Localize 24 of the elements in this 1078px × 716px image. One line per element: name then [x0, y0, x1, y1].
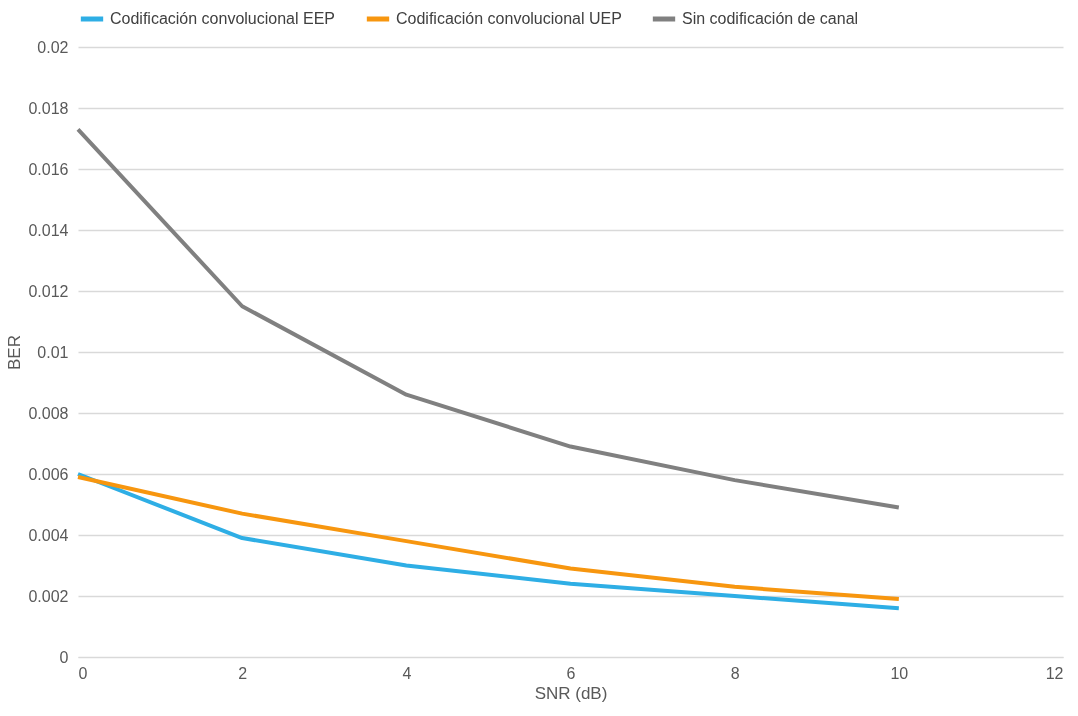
x-tick-label: 12	[1045, 664, 1064, 682]
y-tick-label: 0.014	[28, 221, 69, 239]
y-axis-title: BER	[5, 335, 25, 370]
x-tick-label: 6	[566, 664, 576, 682]
x-tick-label: 10	[890, 664, 909, 682]
legend-label: Codificación convolucional UEP	[396, 10, 622, 27]
x-axis-title: SNR (dB)	[534, 683, 608, 703]
x-tick-label: 0	[78, 664, 88, 682]
x-tick-label: 2	[238, 664, 248, 682]
y-tick-label: 0.02	[37, 38, 69, 56]
y-tick-label: 0.004	[28, 526, 69, 544]
y-tick-label: 0.018	[28, 99, 69, 117]
y-tick-label: 0.006	[28, 465, 69, 483]
y-tick-label: 0.012	[28, 282, 69, 300]
y-tick-label: 0.01	[37, 343, 69, 361]
x-tick-label: 8	[730, 664, 740, 682]
y-tick-label: 0.008	[28, 404, 69, 422]
y-tick-label: 0.002	[28, 587, 69, 605]
x-tick-label: 4	[402, 664, 412, 682]
y-tick-label: 0	[59, 648, 69, 666]
y-tick-label: 0.016	[28, 160, 69, 178]
legend-label: Sin codificación de canal	[682, 10, 859, 27]
line-series	[76, 127, 901, 510]
legend-label: Codificación convolucional EEP	[110, 10, 336, 27]
